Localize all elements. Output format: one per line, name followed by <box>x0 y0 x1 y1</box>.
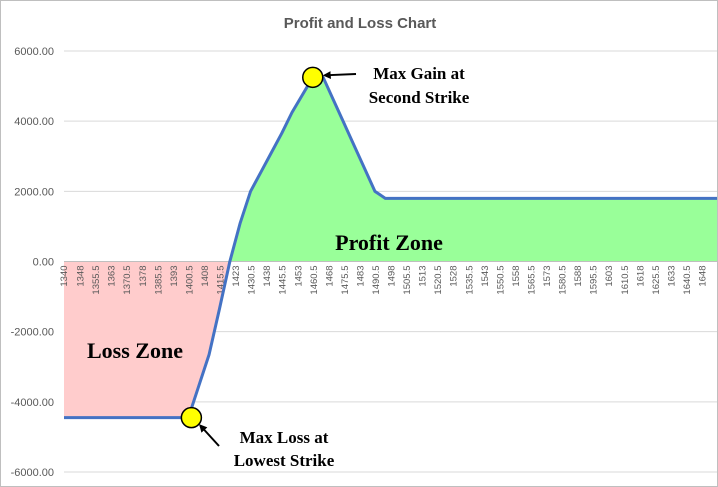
x-tick-label: 1445.5 <box>278 266 289 295</box>
x-tick-label: 1610.5 <box>620 266 631 295</box>
annotations: Profit Zone Loss Zone Max Gain at Second St… <box>87 64 470 470</box>
x-tick-label: 1453 <box>293 266 304 287</box>
x-tick-label: 1633 <box>666 266 677 287</box>
x-tick-label: 1648 <box>697 266 708 287</box>
x-tick-label: 1363 <box>107 266 118 287</box>
pnl-line <box>64 75 717 420</box>
x-tick-label: 1460.5 <box>309 266 320 295</box>
x-tick-label: 1348 <box>76 266 87 287</box>
max-gain-arrow <box>322 71 357 80</box>
x-tick-label: 1408 <box>200 266 211 287</box>
x-tick-label: 1580.5 <box>558 266 569 295</box>
x-tick-label: 1340 <box>59 266 70 287</box>
x-tick-label: 1370.5 <box>122 266 133 295</box>
y-tick-label: 6000.00 <box>14 46 54 58</box>
max-loss-callout-line: Lowest Strike <box>234 451 335 470</box>
x-tick-label: 1513 <box>418 266 429 287</box>
x-tick-label: 1483 <box>355 266 366 287</box>
profit-zone-label: Profit Zone <box>335 230 443 255</box>
zone-fills <box>64 77 717 418</box>
x-tick-label: 1468 <box>324 266 335 287</box>
x-tick-label: 1543 <box>480 266 491 287</box>
x-tick-label: 1423 <box>231 266 242 287</box>
series-line <box>64 75 717 420</box>
x-tick-label: 1588 <box>573 266 584 287</box>
y-tick-label: 4000.00 <box>14 116 54 128</box>
x-tick-label: 1355.5 <box>91 266 102 295</box>
x-tick-label: 1625.5 <box>651 266 662 295</box>
x-tick-label: 1550.5 <box>495 266 506 295</box>
loss-zone-fill <box>64 261 230 418</box>
x-axis: 1340 1348 1355.5 1363 1370.5 1378 1385.5 1393 14… <box>59 261 717 295</box>
x-tick-label: 1430.5 <box>247 266 258 295</box>
y-axis-ticks: -6000.00 -4000.00 -2000.00 0.00 2000.00 4000.… <box>11 46 54 479</box>
max-loss-callout-line: Max Loss at <box>240 428 329 447</box>
x-tick-label: 1603 <box>604 266 615 287</box>
x-tick-label: 1640.5 <box>682 266 693 295</box>
x-tick-label: 1393 <box>169 266 180 287</box>
y-tick-label: -6000.00 <box>11 467 54 479</box>
y-tick-label: 0.00 <box>33 257 54 269</box>
x-tick-label: 1558 <box>511 266 522 287</box>
x-tick-label: 1385.5 <box>153 266 164 295</box>
x-tick-label: 1528 <box>449 266 460 287</box>
x-tick-label: 1565.5 <box>526 266 537 295</box>
max-loss-arrow <box>199 424 220 447</box>
x-tick-label: 1415.5 <box>216 266 227 295</box>
x-tick-label: 1595.5 <box>589 266 600 295</box>
x-tick-label: 1475.5 <box>340 266 351 295</box>
x-tick-label: 1618 <box>635 266 646 287</box>
y-tick-label: -4000.00 <box>11 397 54 409</box>
y-tick-label: 2000.00 <box>14 186 54 198</box>
x-tick-label: 1438 <box>262 266 273 287</box>
x-tick-label: 1505.5 <box>402 266 413 295</box>
loss-zone-label: Loss Zone <box>87 338 183 363</box>
x-tick-label: 1378 <box>138 266 149 287</box>
x-tick-label: 1498 <box>387 266 398 287</box>
x-tick-label: 1573 <box>542 266 553 287</box>
max-gain-callout-line: Second Strike <box>369 88 470 107</box>
max-gain-callout-line: Max Gain at <box>373 64 465 83</box>
x-tick-label: 1400.5 <box>184 266 195 295</box>
y-tick-label: -2000.00 <box>11 327 54 339</box>
profit-zone-fill <box>229 77 717 262</box>
x-tick-label: 1490.5 <box>371 266 382 295</box>
max-gain-marker <box>302 66 324 89</box>
x-tick-label: 1520.5 <box>433 266 444 295</box>
x-tick-label: 1535.5 <box>464 266 475 295</box>
chart-title: Profit and Loss Chart <box>284 15 437 32</box>
max-loss-marker <box>180 406 203 429</box>
